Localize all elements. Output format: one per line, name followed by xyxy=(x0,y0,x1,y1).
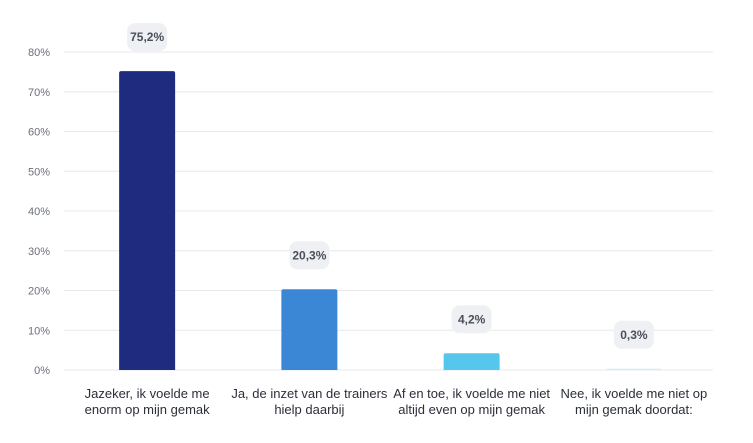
data-label-pill xyxy=(613,320,654,349)
category-label-line: mijn gemak doordat: xyxy=(575,402,693,417)
bar xyxy=(119,71,176,370)
category-label: Ja, de inzet van de trainers hielp daarbi… xyxy=(231,386,388,417)
data-label: 75,2% xyxy=(127,23,168,52)
y-tick-label: 70% xyxy=(28,87,50,99)
y-tick-label: 80% xyxy=(28,47,50,59)
bar xyxy=(443,353,500,370)
data-label-pill xyxy=(451,305,492,334)
category-label: Jazeker, ik voelde me enorm op mijn gemak xyxy=(85,386,211,417)
category-label: Nee, ik voelde me niet op mijn gemak door… xyxy=(561,386,708,417)
bar xyxy=(281,289,338,370)
category-label-line: Ja, de inzet van de trainers xyxy=(231,386,388,401)
data-label-pill xyxy=(289,241,330,270)
category-label: Af en toe, ik voelde me niet altijd even … xyxy=(393,386,550,417)
y-tick-label: 40% xyxy=(28,206,50,218)
y-tick-label: 60% xyxy=(28,127,50,139)
x-axis-categories: Jazeker, ik voelde me enorm op mijn gemak… xyxy=(85,386,708,417)
y-tick-label: 50% xyxy=(28,166,50,178)
category-label-line: Af en toe, ik voelde me niet xyxy=(393,386,550,401)
data-labels: 75,2% 20,3% 4,2% 0,3% xyxy=(127,23,654,349)
data-label: 4,2% xyxy=(451,305,492,334)
data-label: 20,3% xyxy=(289,241,330,270)
category-label-line: enorm op mijn gemak xyxy=(85,402,210,417)
data-label-text: 0,3% xyxy=(620,328,648,342)
data-label: 0,3% xyxy=(613,320,654,349)
y-tick-label: 10% xyxy=(28,325,50,337)
bar xyxy=(605,368,662,371)
category-label-line: Nee, ik voelde me niet op xyxy=(561,386,708,401)
y-axis-ticks: 0% 10% 20% 30% 40% 50% 60% 70% 80% xyxy=(28,47,50,377)
data-label-text: 20,3% xyxy=(292,248,326,262)
bars xyxy=(119,71,662,371)
data-label-text: 4,2% xyxy=(458,312,486,326)
y-tick-label: 20% xyxy=(28,286,50,298)
category-label-line: altijd even op mijn gemak xyxy=(398,402,545,417)
data-label-pill xyxy=(127,23,168,52)
category-label-line: hielp daarbij xyxy=(274,402,344,417)
y-tick-label: 0% xyxy=(34,365,50,377)
data-label-text: 75,2% xyxy=(130,30,164,44)
y-tick-label: 30% xyxy=(28,246,50,258)
category-label-line: Jazeker, ik voelde me xyxy=(85,386,210,401)
